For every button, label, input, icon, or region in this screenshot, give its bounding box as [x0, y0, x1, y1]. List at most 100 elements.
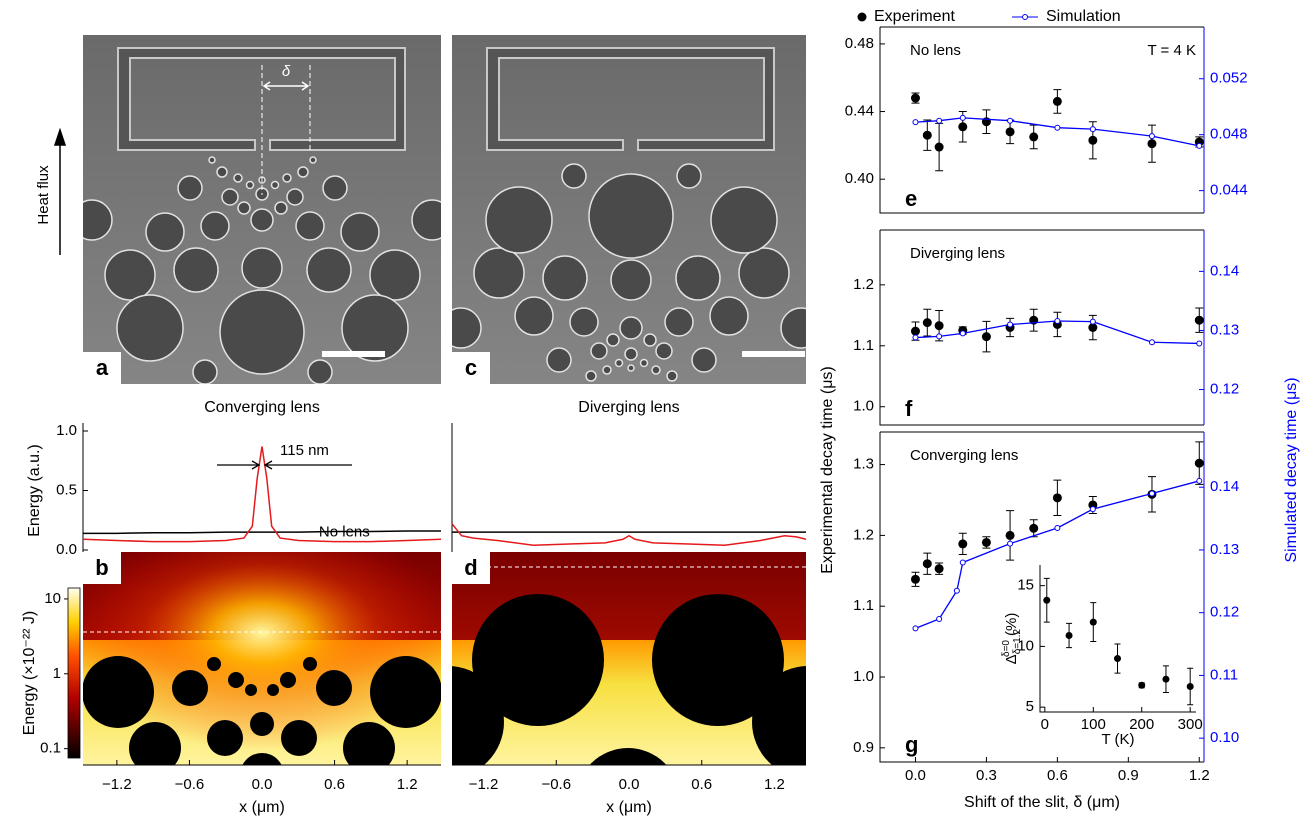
sim-point [960, 560, 965, 565]
y-tick-label: 1.0 [56, 422, 77, 439]
sim-point [937, 616, 942, 621]
sem-image-c [441, 35, 821, 391]
delta-label: δ [282, 63, 291, 80]
panel-label: g [905, 732, 918, 757]
heat-flux-arrow [55, 130, 65, 255]
y2-tick-label: 0.13 [1210, 541, 1239, 558]
sim-point [954, 588, 959, 593]
data-point [1006, 127, 1015, 136]
hole [628, 365, 634, 371]
hole [222, 189, 238, 205]
hole [343, 722, 395, 774]
axes [1040, 565, 1196, 712]
hole [283, 174, 291, 182]
legend-marker [1023, 15, 1028, 20]
x-tick-label: 0.0 [619, 776, 640, 793]
x-tick-label: 0.6 [324, 776, 345, 793]
hole [267, 684, 279, 696]
hole [341, 213, 379, 251]
data-point [1043, 597, 1050, 604]
x-tick-label: 0.6 [1047, 767, 1068, 784]
data-point [1006, 531, 1015, 540]
data-point [1053, 97, 1062, 106]
hole [303, 657, 317, 671]
line-series [915, 118, 1199, 146]
annotation: Converging lens [910, 447, 1018, 464]
y2-tick-label: 0.13 [1210, 321, 1239, 338]
y2-tick-label: 0.12 [1210, 604, 1239, 621]
line-series [83, 446, 441, 541]
sim-point [1008, 118, 1013, 123]
hole [625, 348, 637, 360]
data-point [1162, 676, 1169, 683]
sim-point [1090, 319, 1095, 324]
sim-point [1090, 127, 1095, 132]
y2-tick-label: 0.14 [1210, 478, 1239, 495]
hole [589, 174, 673, 258]
x-axis-label: x (μm) [239, 799, 285, 816]
data-point [935, 564, 944, 573]
y-tick-label: 0.5 [56, 481, 77, 498]
x-tick-label: 0.9 [1118, 767, 1139, 784]
hole [280, 672, 296, 688]
colorbar-label: Energy (×10⁻²² J) [21, 611, 38, 735]
data-point [1147, 139, 1156, 148]
hole [308, 360, 332, 384]
hole [692, 348, 716, 372]
y-tick-label: 1.3 [853, 456, 874, 473]
sim-point [960, 331, 965, 336]
hole [665, 308, 693, 336]
hole [129, 722, 181, 774]
hole [679, 385, 685, 391]
y2-tick-label: 0.052 [1210, 70, 1248, 87]
data-point [1090, 619, 1097, 626]
hole [591, 343, 607, 359]
x-tick-label: 300 [1178, 716, 1203, 733]
legend-marker [858, 13, 867, 22]
panel-label: a [96, 355, 109, 380]
hole [275, 202, 287, 214]
hole [251, 209, 273, 231]
hole [644, 334, 656, 346]
sim-point [1149, 134, 1154, 139]
hole [72, 200, 112, 240]
line-series [452, 524, 806, 545]
colorbar-tick-label: 1 [53, 665, 61, 682]
data-point [1138, 682, 1145, 689]
data-point [1066, 632, 1073, 639]
colorbar-tick-label: 10 [44, 590, 61, 607]
y-axis-label: Experimental decay time (μs) [819, 366, 836, 574]
y-tick-label: 1.0 [853, 398, 874, 415]
hole [296, 212, 324, 240]
annotation: T = 4 K [1147, 42, 1196, 59]
hole [245, 684, 257, 696]
data-point [1053, 493, 1062, 502]
hole [656, 343, 672, 359]
data-point [911, 94, 920, 103]
hole [547, 348, 571, 372]
hole [247, 182, 254, 189]
data-point [911, 575, 920, 584]
sim-point [1055, 125, 1060, 130]
sim-point [1197, 341, 1202, 346]
hole [82, 656, 154, 728]
sim-point [937, 118, 942, 123]
sim-point [960, 115, 965, 120]
y-tick-label: 1.0 [853, 668, 874, 685]
y-tick-label: 1.1 [853, 337, 874, 354]
y2-tick-label: 0.048 [1210, 126, 1248, 143]
x-axis-label: T (K) [1101, 731, 1134, 748]
series-label: No lens [319, 523, 370, 540]
hole [611, 260, 651, 300]
hole [570, 308, 598, 336]
data-point [935, 143, 944, 152]
hole [105, 250, 155, 300]
y-tick-label: 0.44 [845, 103, 874, 120]
hole [586, 371, 596, 381]
label-sup: δ=0 [1001, 640, 1012, 657]
label-unit: (%) [1003, 613, 1020, 636]
hole [234, 174, 242, 182]
y-tick-label: 1.2 [853, 276, 874, 293]
data-point [1187, 683, 1194, 690]
legend-label: Simulation [1046, 8, 1121, 25]
